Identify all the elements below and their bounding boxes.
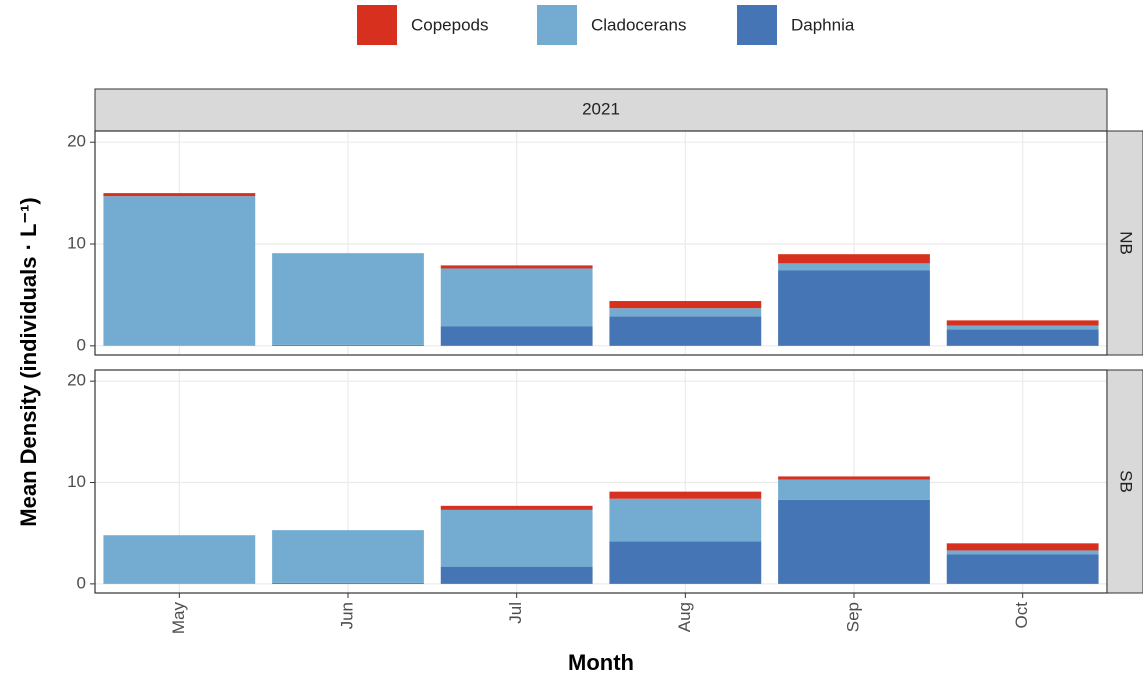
bar-segment	[609, 301, 762, 309]
bar-segment	[609, 316, 762, 346]
panel-strip	[1106, 130, 1143, 356]
x-tick-label: Jul	[506, 602, 525, 624]
bar-segment	[778, 499, 930, 584]
bar-segment	[440, 265, 593, 269]
bar-segment	[778, 270, 930, 346]
bar-segment	[272, 582, 424, 584]
bar-segment	[946, 325, 1099, 330]
panel-background	[95, 370, 1107, 593]
bar-segment	[946, 543, 1099, 551]
legend-label: Cladocerans	[591, 15, 686, 34]
bar-segment	[946, 320, 1099, 326]
bar-segment	[778, 254, 930, 264]
bar-segment	[946, 329, 1099, 346]
bar-segment	[946, 554, 1099, 584]
bar-segment	[778, 479, 930, 500]
legend-swatch	[537, 5, 577, 45]
bar-segment	[609, 308, 762, 317]
panel-label: NB	[1117, 231, 1136, 255]
legend-label: Copepods	[411, 15, 489, 34]
bar-segment	[778, 263, 930, 271]
bar-segment	[609, 491, 762, 499]
x-tick-label: Sep	[843, 602, 862, 632]
legend-swatch	[357, 5, 397, 45]
x-tick-label: May	[169, 602, 188, 635]
bar-segment	[440, 509, 593, 567]
x-tick-label: Aug	[675, 602, 694, 632]
y-tick-label: 0	[77, 335, 86, 354]
bar-segment	[609, 498, 762, 542]
bar-segment	[440, 505, 593, 510]
panel-strip	[1106, 369, 1143, 594]
x-axis-title: Month	[568, 650, 634, 675]
bar-segment	[440, 326, 593, 346]
y-tick-label: 0	[77, 573, 86, 592]
y-axis-title: Mean Density (individuals · L⁻¹)	[16, 197, 41, 526]
x-tick-label: Jun	[337, 602, 356, 629]
strip-box	[94, 88, 1108, 132]
bar-segment	[272, 344, 424, 346]
bar-segment	[272, 253, 424, 345]
legend-swatch	[737, 5, 777, 45]
y-tick-label: 20	[67, 371, 86, 390]
strip-label: 2021	[582, 99, 620, 118]
panel-label: SB	[1117, 470, 1136, 493]
bar-segment	[103, 193, 256, 197]
y-tick-label: 10	[67, 234, 86, 253]
y-tick-label: 10	[67, 472, 86, 491]
bar-segment	[272, 530, 424, 583]
bar-segment	[103, 535, 256, 584]
bar-segment	[103, 196, 256, 346]
bar-segment	[440, 268, 593, 327]
legend-label: Daphnia	[791, 15, 855, 34]
bar-segment	[609, 541, 762, 584]
panel-background	[95, 131, 1107, 355]
bar-segment	[778, 476, 930, 480]
bar-segment	[946, 550, 1099, 555]
y-tick-label: 20	[67, 132, 86, 151]
bar-segment	[440, 566, 593, 584]
x-tick-label: Oct	[1012, 602, 1031, 629]
